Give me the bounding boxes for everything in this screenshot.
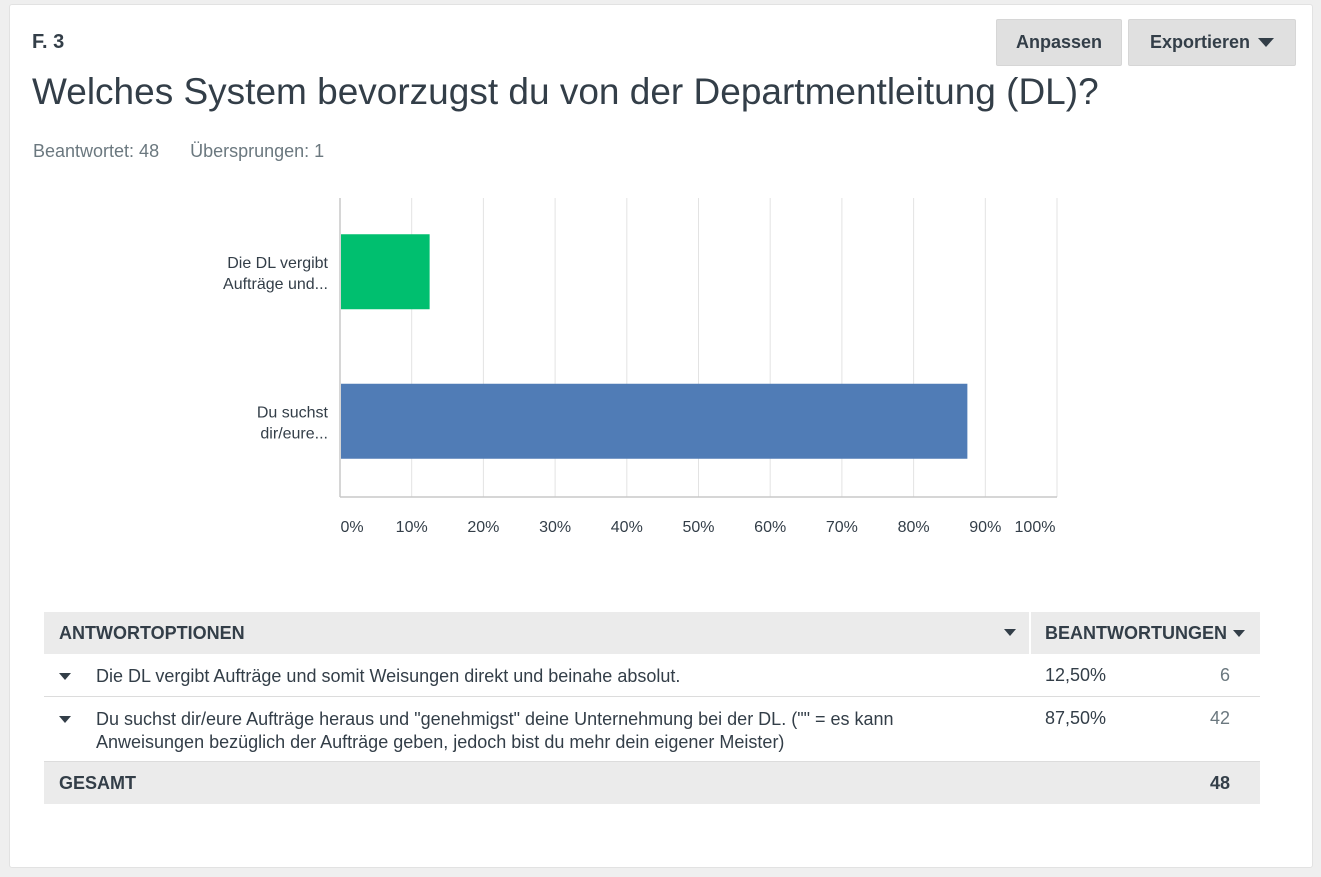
x-tick-label: 70%: [826, 519, 858, 536]
x-tick-label: 10%: [396, 519, 428, 536]
header-divider: [1029, 612, 1031, 654]
answer-percent: 12,50%: [1045, 665, 1107, 685]
table-row: Die DL vergibt Aufträge und somit Weisun…: [44, 654, 1260, 697]
x-tick-label: 100%: [1015, 519, 1056, 536]
answered-count: Beantwortet: 48: [33, 141, 160, 161]
export-button-label: Exportieren: [1149, 32, 1251, 52]
export-button[interactable]: Exportieren: [1128, 19, 1296, 66]
expand-row-icon[interactable]: [59, 716, 71, 723]
header-responses-label: BEANTWORTUNGEN: [1045, 622, 1227, 643]
category-label: Aufträge und...: [223, 276, 328, 293]
answer-label: Du suchst dir/eure Aufträge heraus und "…: [96, 709, 894, 752]
bar-chart: 0% 10% 20% 30% 40% 50% 60% 70% 80% 90% 100% Die DL …: [223, 198, 1058, 536]
category-label: Du suchst: [257, 404, 329, 421]
table-row: Du suchst dir/eure Aufträge heraus und "…: [44, 697, 1260, 762]
bar: [341, 234, 430, 310]
customize-button-label: Anpassen: [1015, 32, 1103, 52]
total-row: GESAMT 48: [44, 762, 1260, 804]
sort-responses-icon: [1233, 629, 1245, 637]
question-number: F. 3: [32, 31, 65, 53]
sort-options-icon[interactable]: [1004, 629, 1016, 636]
answer-table: ANTWORTOPTIONEN BEANTWORTUNGEN Die DL ve…: [44, 612, 1260, 804]
question-card: F. 3 Anpassen Exportieren Welches System…: [9, 4, 1313, 868]
skipped-count: Übersprungen: 1: [190, 141, 325, 161]
answer-count: 6: [1219, 665, 1230, 685]
header-responses[interactable]: BEANTWORTUNGEN: [1045, 612, 1245, 654]
question-title: Welches System bevorzugst du von der Dep…: [32, 71, 1099, 112]
response-stats: Beantwortet: 48 Übersprungen: 1: [33, 141, 350, 162]
chevron-down-icon: [1258, 38, 1275, 47]
x-tick-label: 60%: [754, 519, 786, 536]
header-answer-options[interactable]: ANTWORTOPTIONEN: [59, 622, 245, 643]
x-tick-label: 40%: [611, 519, 643, 536]
expand-row-icon[interactable]: [59, 673, 71, 680]
answer-count: 42: [1209, 708, 1230, 728]
x-tick-label: 30%: [539, 519, 571, 536]
answer-percent: 87,50%: [1045, 708, 1107, 728]
customize-button[interactable]: Anpassen: [996, 19, 1122, 66]
table-header: ANTWORTOPTIONEN BEANTWORTUNGEN: [44, 612, 1260, 654]
bar: [341, 383, 968, 459]
answer-label: Die DL vergibt Aufträge und somit Weisun…: [96, 666, 681, 686]
category-label: Die DL vergibt: [227, 255, 328, 272]
total-value: 48: [1209, 773, 1230, 793]
x-tick-label: 80%: [898, 519, 930, 536]
category-label: dir/eure...: [260, 425, 328, 442]
x-tick-label: 50%: [682, 519, 714, 536]
x-tick-label: 0%: [340, 519, 363, 536]
x-tick-label: 20%: [467, 519, 499, 536]
total-label: GESAMT: [59, 773, 137, 793]
x-tick-label: 90%: [969, 519, 1001, 536]
